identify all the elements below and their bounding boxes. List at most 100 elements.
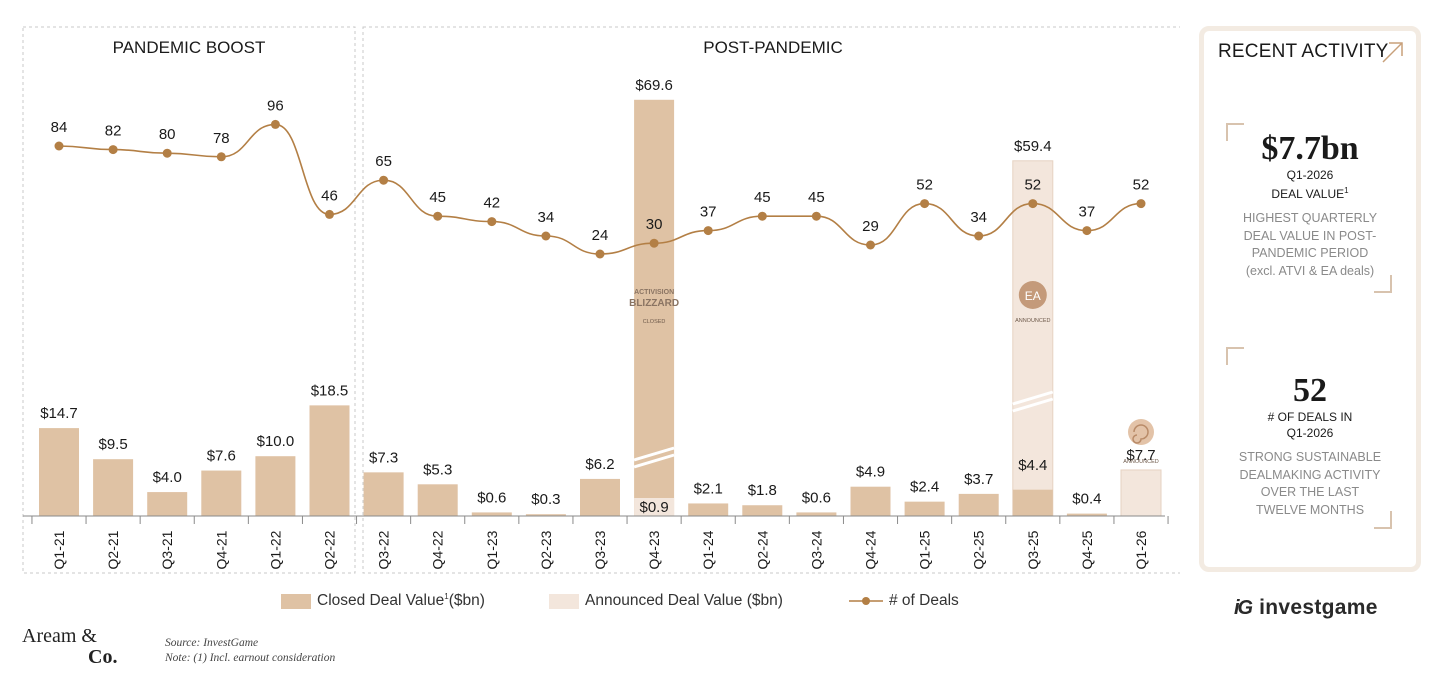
closed-bar — [688, 503, 729, 516]
deals-point-label: 80 — [159, 126, 176, 143]
arrow-up-right-icon — [1382, 42, 1403, 63]
logo-status: CLOSED — [643, 319, 666, 325]
closed-bar — [796, 512, 837, 516]
closed-bar — [850, 486, 891, 516]
spiral-logo-icon — [1128, 419, 1154, 445]
bracket-decoration — [1374, 275, 1392, 293]
deals-point — [595, 249, 605, 259]
closed-bar — [1012, 489, 1053, 516]
closed-bar — [93, 459, 134, 516]
investgame-logo: iG investgame — [1234, 596, 1378, 620]
recent-activity-panel: RECENT ACTIVITY $7.7bn Q1-2026 DEAL VALU… — [1199, 26, 1421, 572]
closed-bar-label: $6.2 — [585, 456, 614, 473]
legend-announced-label: Announced Deal Value ($bn) — [585, 592, 783, 609]
stat-deal-count-note: STRONG SUSTAINABLE DEALMAKING ACTIVITY O… — [1238, 450, 1382, 517]
closed-bar-label: $4.0 — [153, 469, 182, 486]
x-tick-label: Q3-25 — [1025, 530, 1041, 569]
closed-bar-label: $1.8 — [748, 482, 777, 499]
closed-bar — [417, 484, 458, 516]
closed-bar-label: $4.9 — [856, 464, 885, 481]
closed-bar — [580, 478, 620, 516]
closed-bar — [471, 512, 512, 516]
deals-point-label: 78 — [213, 130, 230, 147]
stat-deal-value-period: Q1-2026 — [1286, 168, 1334, 182]
closed-bar — [904, 501, 945, 516]
bracket-decoration — [1226, 123, 1244, 141]
closed-bar-label: $2.4 — [910, 479, 939, 496]
deals-point — [270, 119, 280, 129]
source-text: Source: InvestGame — [165, 637, 259, 649]
closed-bar-label: $7.6 — [207, 448, 236, 465]
legend-closed: Closed Deal Value1($bn) — [281, 592, 485, 610]
deals-point-label: 52 — [1024, 177, 1041, 194]
closed-bar-label: $0.4 — [1072, 491, 1101, 508]
x-tick-label: Q4-23 — [646, 530, 662, 569]
legend-closed-label: Closed Deal Value1($bn) — [317, 592, 485, 610]
deals-point-label: 52 — [916, 177, 933, 194]
closed-bar — [39, 428, 79, 516]
source-note: Source: InvestGame Note: (1) Incl. earno… — [165, 636, 335, 666]
logo-status: ANNOUNCED — [1015, 318, 1050, 324]
stat-deal-count: 52 # OF DEALS IN Q1-2026 STRONG SUSTAINA… — [1224, 373, 1396, 519]
logo-status: ANNOUNCED — [1123, 459, 1158, 465]
announced-bar-label: $59.4 — [1014, 138, 1052, 155]
closed-bar — [309, 405, 350, 516]
deals-point — [541, 231, 551, 241]
deals-point — [108, 145, 118, 155]
stat-deal-value-note: HIGHEST QUARTERLY DEAL VALUE IN POST- PA… — [1242, 211, 1378, 278]
activision-logo-text: ACTIVISION — [634, 289, 674, 296]
investgame-wordmark: investgame — [1259, 596, 1378, 619]
deals-point-label: 45 — [754, 189, 771, 206]
closed-bar — [1066, 513, 1107, 516]
closed-bar-label: $10.0 — [257, 433, 295, 450]
legend-deals-line-icon — [849, 597, 883, 605]
deals-line — [58, 123, 330, 216]
aream-logo: Aream & Co. — [22, 625, 118, 668]
deals-line — [329, 179, 384, 216]
x-tick-label: Q1-26 — [1133, 530, 1149, 569]
blizzard-logo-text: BLIZZARD — [629, 298, 679, 309]
deals-point — [54, 141, 64, 151]
section-frame — [362, 26, 1180, 574]
deals-point-label: 46 — [321, 187, 338, 204]
bracket-decoration — [1374, 511, 1392, 529]
announced-bar-label: $7.7 — [1126, 447, 1155, 464]
x-tick-label: Q2-24 — [754, 530, 770, 569]
closed-bar-label: $3.7 — [964, 471, 993, 488]
deals-point-label: 52 — [1133, 177, 1150, 194]
stat-deal-count-period: Q1-2026 — [1286, 426, 1334, 440]
x-tick-label: Q4-21 — [213, 530, 229, 569]
deals-point-label: 34 — [970, 209, 987, 226]
deals-point — [1082, 226, 1092, 236]
deals-point-label: 45 — [808, 189, 825, 206]
stat-deal-value-label: DEAL VALUE1 — [1271, 186, 1349, 201]
stat-deal-count-number: 52 — [1293, 372, 1327, 409]
deals-point-label: 42 — [483, 195, 500, 212]
closed-bar — [201, 470, 242, 516]
stat-deal-value: $7.7bn Q1-2026 DEAL VALUE1 HIGHEST QUART… — [1224, 131, 1396, 280]
deals-point — [162, 148, 172, 158]
axis-break-mark — [1012, 390, 1054, 406]
x-tick-label: Q2-25 — [971, 530, 987, 569]
section-title: PANDEMIC BOOST — [113, 38, 266, 57]
x-tick-label: Q1-23 — [484, 530, 500, 569]
deals-point-label: 84 — [51, 119, 68, 136]
deals-point-label: 65 — [375, 153, 392, 170]
closed-bar-label: $4.4 — [1018, 457, 1047, 474]
deals-point — [866, 240, 875, 250]
closed-bar-label: $9.5 — [98, 436, 127, 453]
x-tick-label: Q3-22 — [376, 530, 392, 569]
x-tick-label: Q4-22 — [430, 530, 446, 569]
x-tick-label: Q1-22 — [267, 530, 283, 569]
deals-point — [974, 231, 984, 241]
deals-line — [383, 179, 1142, 255]
deals-point — [487, 217, 497, 227]
deals-point-label: 82 — [105, 123, 122, 140]
section-frame — [22, 26, 356, 574]
closed-segment-label: $0.9 — [639, 499, 668, 516]
investgame-mark-icon: iG — [1234, 596, 1253, 619]
x-tick-label: Q3-21 — [159, 530, 175, 569]
closed-bar — [363, 472, 404, 516]
deals-point-label: 30 — [646, 216, 663, 233]
x-tick-label: Q3-23 — [592, 530, 608, 569]
